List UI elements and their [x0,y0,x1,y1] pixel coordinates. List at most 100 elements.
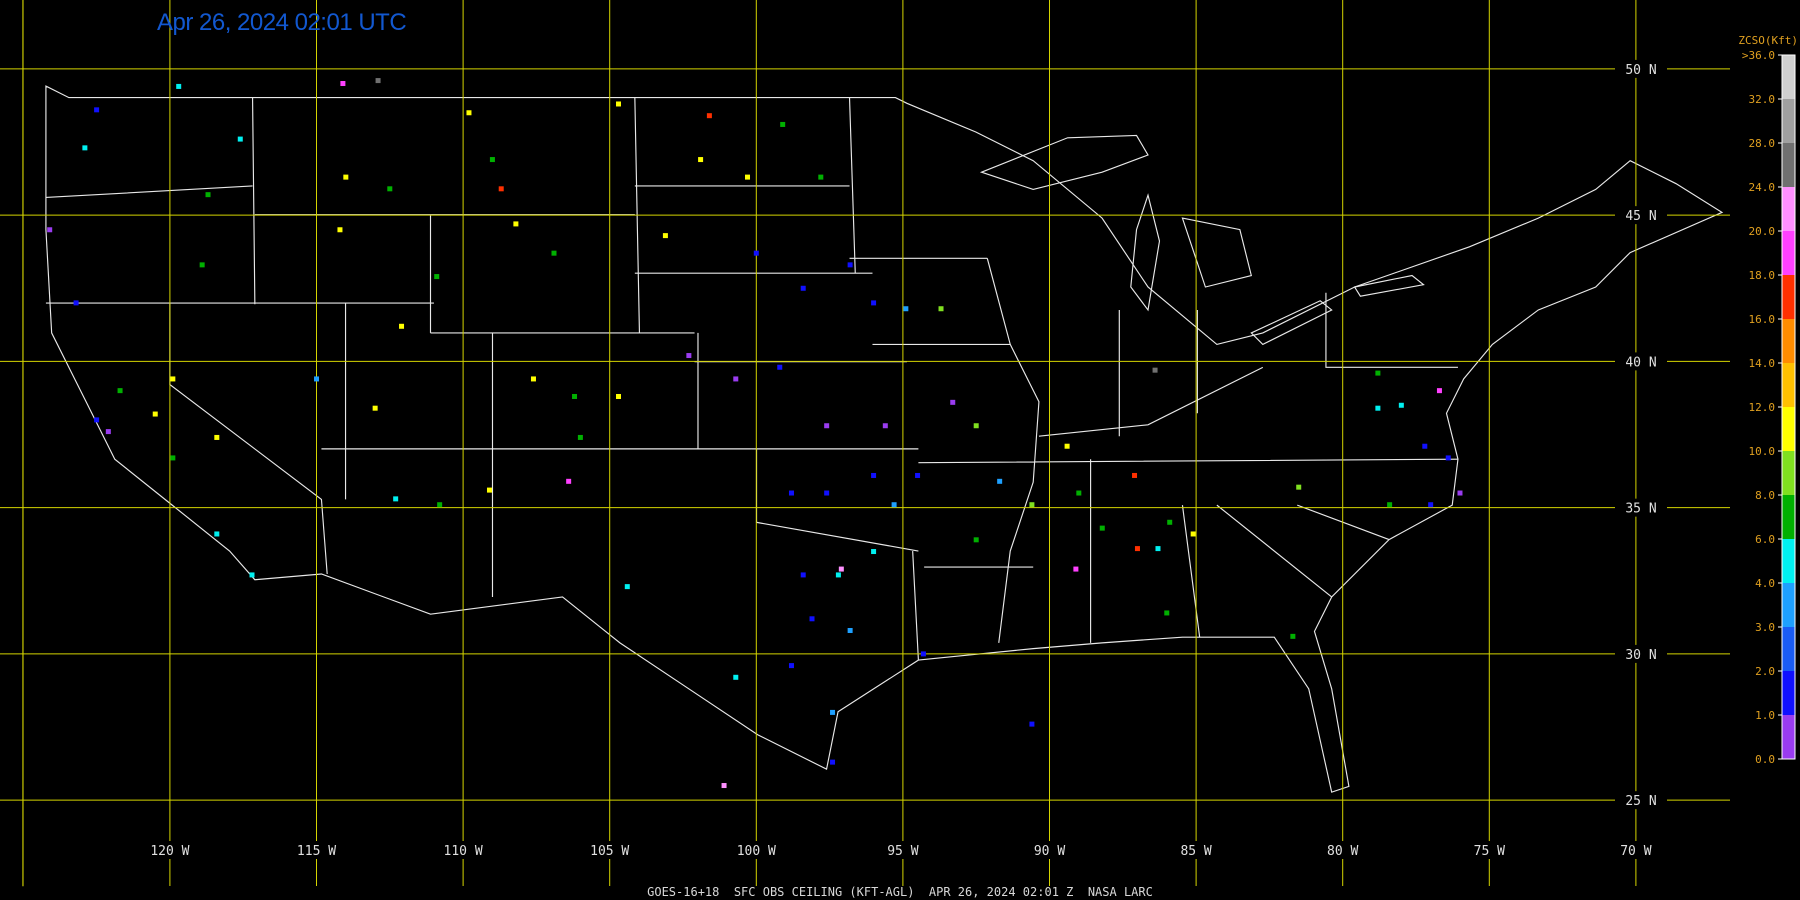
label-bg [1463,841,1516,859]
colorbar-label: 14.0 [1749,357,1776,370]
station [800,572,806,578]
station [1428,502,1434,508]
station [788,663,794,669]
station [1190,531,1196,537]
station [1132,472,1138,478]
station [938,306,944,312]
colorbar-label: 10.0 [1749,445,1776,458]
colorbar-swatch [1782,231,1795,275]
lon-label: 115 W [297,844,336,859]
station [387,186,393,192]
colorbar-label: 28.0 [1749,137,1776,150]
colorbar-swatch [1782,451,1795,495]
station [1445,455,1451,461]
colorbar-swatch [1782,583,1795,627]
lon-label: 105 W [590,844,629,859]
station [915,472,921,478]
station [1375,370,1381,376]
colorbar-label: 4.0 [1755,577,1775,590]
station [891,502,897,508]
colorbar-label: 20.0 [1749,225,1776,238]
station [199,262,205,268]
lon-label: 80 W [1327,844,1358,859]
label-bg [876,841,929,859]
station [437,502,443,508]
station [530,376,536,382]
colorbar-label: 1.0 [1755,709,1775,722]
label-bg [1170,841,1223,859]
station [1064,443,1070,449]
station [997,478,1003,484]
station [73,300,79,306]
station [686,353,692,359]
colorbar-label: 8.0 [1755,489,1775,502]
colorbar-swatch [1782,407,1795,451]
lon-label: 85 W [1180,844,1211,859]
colorbar-label: 16.0 [1749,313,1776,326]
lon-label: 95 W [887,844,918,859]
label-bg [1615,644,1667,663]
station [847,627,853,633]
station [372,405,378,411]
station [1296,484,1302,490]
station [117,388,123,394]
colorbar-swatch [1782,143,1795,187]
colorbar-label: 18.0 [1749,269,1776,282]
station [662,233,668,239]
colorbar-label: 24.0 [1749,181,1776,194]
station [340,81,346,87]
station [47,227,53,233]
lat-label: 25 N [1625,794,1656,809]
colorbar-label: 3.0 [1755,621,1775,634]
colorbar-label: 0.0 [1755,753,1775,766]
station [721,783,727,789]
lon-label: 75 W [1474,844,1505,859]
station [1436,388,1442,394]
station [1029,502,1035,508]
station [337,227,343,233]
great-lakes [979,134,1425,346]
station [343,174,349,180]
colorbar-swatch [1782,627,1795,671]
label-bg [1615,791,1667,810]
station [1164,610,1170,616]
lon-label: 110 W [444,844,483,859]
label-bg [583,841,636,859]
station [249,572,255,578]
station [903,306,909,312]
station [753,250,759,256]
station [871,472,877,478]
station [375,78,381,84]
station [847,262,853,268]
station [920,651,926,657]
station [733,674,739,680]
station [486,487,492,493]
station [1134,546,1140,552]
station [706,113,712,119]
station [973,537,979,543]
grid-labels: 120 W 115 W 110 W 105 W 100 W 95 W 90 W 85 W 80 … [143,59,1667,859]
lat-label: 40 N [1625,355,1656,370]
lat-label: 45 N [1625,209,1656,224]
station [1073,566,1079,572]
station [170,455,176,461]
colorbar-label: 12.0 [1749,401,1776,414]
colorbar-swatch [1782,319,1795,363]
station [551,250,557,256]
station [314,376,320,382]
label-bg [1316,841,1369,859]
lon-label: 90 W [1034,844,1065,859]
station [1167,519,1173,525]
colorbar-swatch [1782,187,1795,231]
station [882,423,888,429]
label-bg [143,841,196,859]
station [1457,490,1463,496]
label-bg [1023,841,1076,859]
station [777,364,783,370]
colorbar-title: ZCSO(Kft) [1738,34,1798,47]
label-bg [1615,352,1667,371]
station [94,107,100,113]
station [1029,721,1035,727]
